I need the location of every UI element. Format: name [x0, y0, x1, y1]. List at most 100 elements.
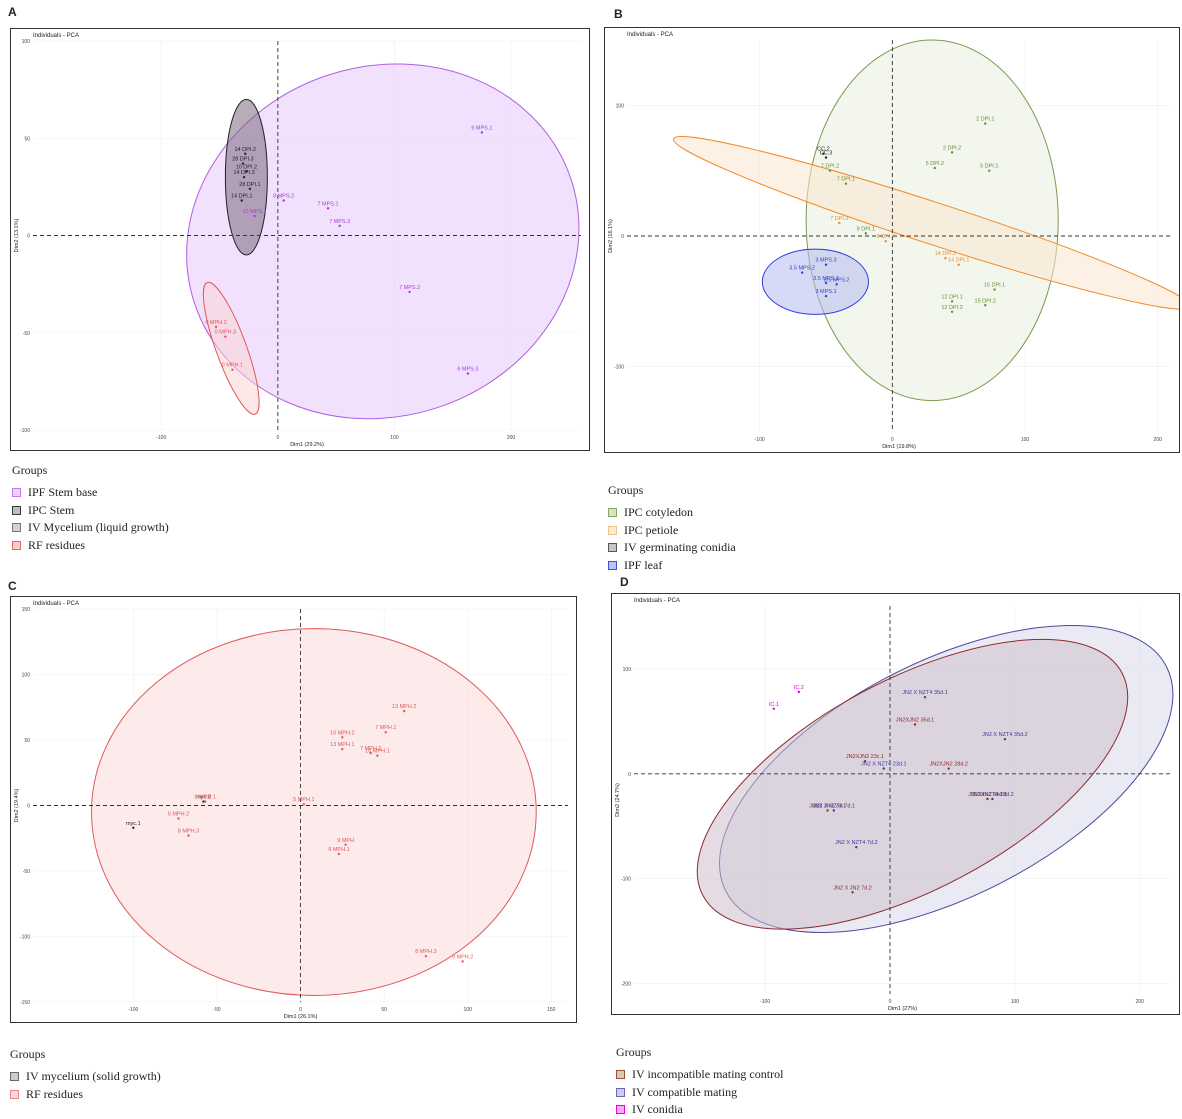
legend-title: Groups: [608, 483, 644, 497]
data-point: [824, 294, 828, 298]
point-label: 15 DPI.1: [984, 283, 1005, 289]
plot-title: Individuals - PCA: [33, 33, 79, 39]
data-point: [302, 802, 306, 806]
point-label: 8 MPH.3: [178, 829, 199, 835]
data-point: [913, 723, 917, 726]
data-point: [202, 800, 205, 803]
data-point: [797, 690, 801, 694]
data-point: [855, 845, 858, 849]
point-label: 6 MPS.3: [457, 367, 478, 373]
point-label: 10 MPH.1: [365, 749, 389, 755]
x-tick-label: -50: [213, 1007, 220, 1013]
data-point: [337, 852, 341, 856]
point-label: 28 DPI.3: [232, 157, 253, 163]
point-label: 15 DPI.2: [975, 298, 996, 304]
point-label: 13 MPH.1: [330, 742, 354, 748]
legend-label: IV germinating conidia: [624, 540, 736, 555]
point-label: 3 MPS.1: [815, 289, 836, 295]
point-label: 7 MPS.2: [399, 285, 420, 291]
data-point: [824, 281, 828, 285]
legend-item: IV conidia: [616, 1101, 783, 1119]
point-label: JN2XJN2 23c.1: [846, 754, 884, 760]
data-point: [402, 709, 406, 713]
data-point: [344, 843, 347, 846]
legend-label: IPF Stem base: [28, 485, 98, 500]
data-point: [214, 325, 218, 329]
legend-swatch: [12, 505, 21, 515]
point-label: 9 MPH.2: [452, 954, 473, 960]
data-point: [248, 187, 252, 191]
legend-item: IPC Stem: [12, 502, 169, 520]
data-point: [480, 131, 484, 134]
x-tick-label: 100: [464, 1007, 473, 1013]
point-label: JN2X JN2 7d.1: [809, 803, 846, 809]
point-label: JN2 X JN2 7d.2: [833, 885, 872, 891]
pca-plot-b: -100 0 100 200 -100 0 100 2 DPI.1 2 DPI.2 5 DPI.2…: [604, 27, 1180, 453]
data-point: [240, 199, 243, 202]
data-point: [1003, 737, 1007, 741]
data-point: [863, 760, 867, 763]
point-label: 9 MPH: [337, 838, 354, 844]
legend-label: IPC petiole: [624, 522, 679, 537]
point-label: 14 DPI.2: [935, 251, 956, 257]
x-tick-label: 100: [390, 435, 399, 441]
data-point: [244, 152, 247, 156]
plot-title: Individuals - PCA: [33, 601, 79, 607]
y-tick-label: 0: [621, 234, 624, 240]
point-label: IC.2: [794, 685, 804, 691]
y-axis-label: Dim2 (19.4%): [14, 789, 20, 823]
point-label: 3.5 MPS.1: [813, 276, 839, 282]
y-tick-label: -100: [621, 877, 631, 883]
y-tick-label: 100: [22, 39, 31, 45]
data-point: [242, 175, 246, 179]
data-point: [828, 169, 832, 172]
point-label: 10 DPI.2: [236, 164, 257, 170]
data-point: [844, 182, 848, 185]
legend-swatch: [608, 525, 617, 535]
point-label: 14 DPI.1: [948, 258, 969, 264]
point-label: 2 DPI.1: [976, 117, 994, 123]
data-point: [923, 696, 927, 699]
y-tick-label: -150: [20, 1000, 30, 1006]
point-label: 5 DPI.2: [926, 161, 944, 167]
data-point: [838, 221, 841, 225]
confidence-ellipse: [696, 638, 1129, 930]
y-tick-label: -100: [20, 935, 30, 941]
data-point: [384, 730, 387, 734]
legend-a: Groups IPF Stem base IPC Stem IV Mycelium …: [12, 463, 169, 554]
point-label: 5 DPI.1: [980, 164, 998, 170]
legend-item: IV compatible mating: [616, 1084, 783, 1102]
data-point: [204, 800, 207, 803]
data-point: [988, 169, 991, 172]
point-label: JN2XJN2 35d.2: [968, 792, 1007, 798]
panel-letter-a: A: [8, 5, 17, 19]
y-axis-label: Dim2 (13.1%): [14, 219, 20, 253]
y-tick-label: -200: [621, 982, 631, 988]
x-tick-label: -100: [760, 999, 770, 1005]
pca-plot-d: -100 0 100 200 -200 -100 0 100 JN2XJN2 35d.1 JN2X…: [611, 593, 1180, 1015]
point-label: 10 MPS.1: [242, 209, 266, 215]
point-label: 7 DPI.1: [837, 177, 855, 183]
legend-item: IV germinating conidia: [608, 539, 736, 557]
point-label: 7 MPH.2: [360, 746, 381, 752]
legend-swatch: [608, 508, 617, 518]
y-tick-label: 100: [22, 673, 31, 679]
legend-swatch: [616, 1087, 625, 1097]
legend-label: IV incompatible mating control: [632, 1067, 784, 1082]
point-label: 7 MPH.1: [375, 725, 396, 731]
pca-plot-c: -100 -50 0 50 100 150 -150 -100 -50 0 50 100 150 myc.…: [10, 596, 577, 1023]
point-label: JN2 X NZT4 7d.1: [813, 803, 856, 809]
y-tick-label: 0: [628, 772, 631, 778]
panel-letter-c: C: [8, 579, 17, 593]
plot-title: Individuals - PCA: [634, 598, 680, 604]
data-point: [986, 797, 989, 801]
legend-d: Groups IV incompatible mating control IV …: [616, 1045, 783, 1119]
legend-swatch: [616, 1070, 625, 1080]
legend-title: Groups: [10, 1047, 46, 1061]
data-point: [408, 290, 411, 294]
panel-letter-d: D: [620, 575, 629, 589]
y-tick-label: -50: [23, 869, 30, 875]
point-label: 6 MPS.1: [471, 125, 492, 131]
point-label: 0 MPH.1: [222, 363, 243, 369]
point-label: JN2 X NZT4 23d.1: [861, 762, 907, 768]
